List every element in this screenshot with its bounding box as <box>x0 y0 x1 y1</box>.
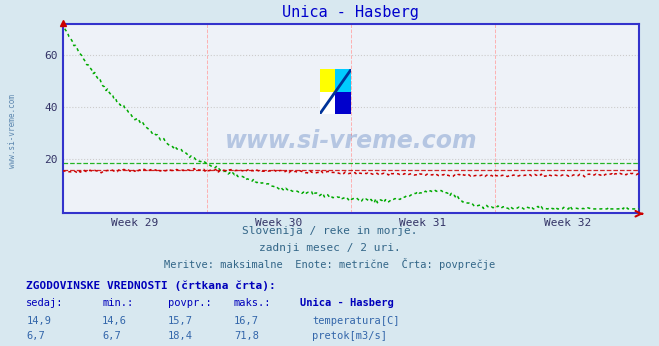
Text: 18,4: 18,4 <box>168 331 193 341</box>
Text: 71,8: 71,8 <box>234 331 259 341</box>
Text: www.si-vreme.com: www.si-vreme.com <box>225 129 477 153</box>
Text: temperatura[C]: temperatura[C] <box>312 316 400 326</box>
Text: min.:: min.: <box>102 298 133 308</box>
Text: povpr.:: povpr.: <box>168 298 212 308</box>
Text: Meritve: maksimalne  Enote: metrične  Črta: povprečje: Meritve: maksimalne Enote: metrične Črta… <box>164 258 495 270</box>
Text: zadnji mesec / 2 uri.: zadnji mesec / 2 uri. <box>258 243 401 253</box>
Bar <box>320 92 335 114</box>
Bar <box>335 69 351 92</box>
Bar <box>320 69 335 92</box>
Text: ZGODOVINSKE VREDNOSTI (črtkana črta):: ZGODOVINSKE VREDNOSTI (črtkana črta): <box>26 280 276 291</box>
Title: Unica - Hasberg: Unica - Hasberg <box>283 5 419 20</box>
Text: 6,7: 6,7 <box>26 331 45 341</box>
Text: pretok[m3/s]: pretok[m3/s] <box>312 331 387 341</box>
Bar <box>335 92 351 114</box>
Text: 15,7: 15,7 <box>168 316 193 326</box>
Text: 14,6: 14,6 <box>102 316 127 326</box>
Text: 14,9: 14,9 <box>26 316 51 326</box>
Text: Unica - Hasberg: Unica - Hasberg <box>300 298 393 308</box>
Text: 16,7: 16,7 <box>234 316 259 326</box>
Text: maks.:: maks.: <box>234 298 272 308</box>
Text: www.si-vreme.com: www.si-vreme.com <box>8 94 17 169</box>
Text: Slovenija / reke in morje.: Slovenija / reke in morje. <box>242 226 417 236</box>
Text: sedaj:: sedaj: <box>26 298 64 308</box>
Text: 6,7: 6,7 <box>102 331 121 341</box>
